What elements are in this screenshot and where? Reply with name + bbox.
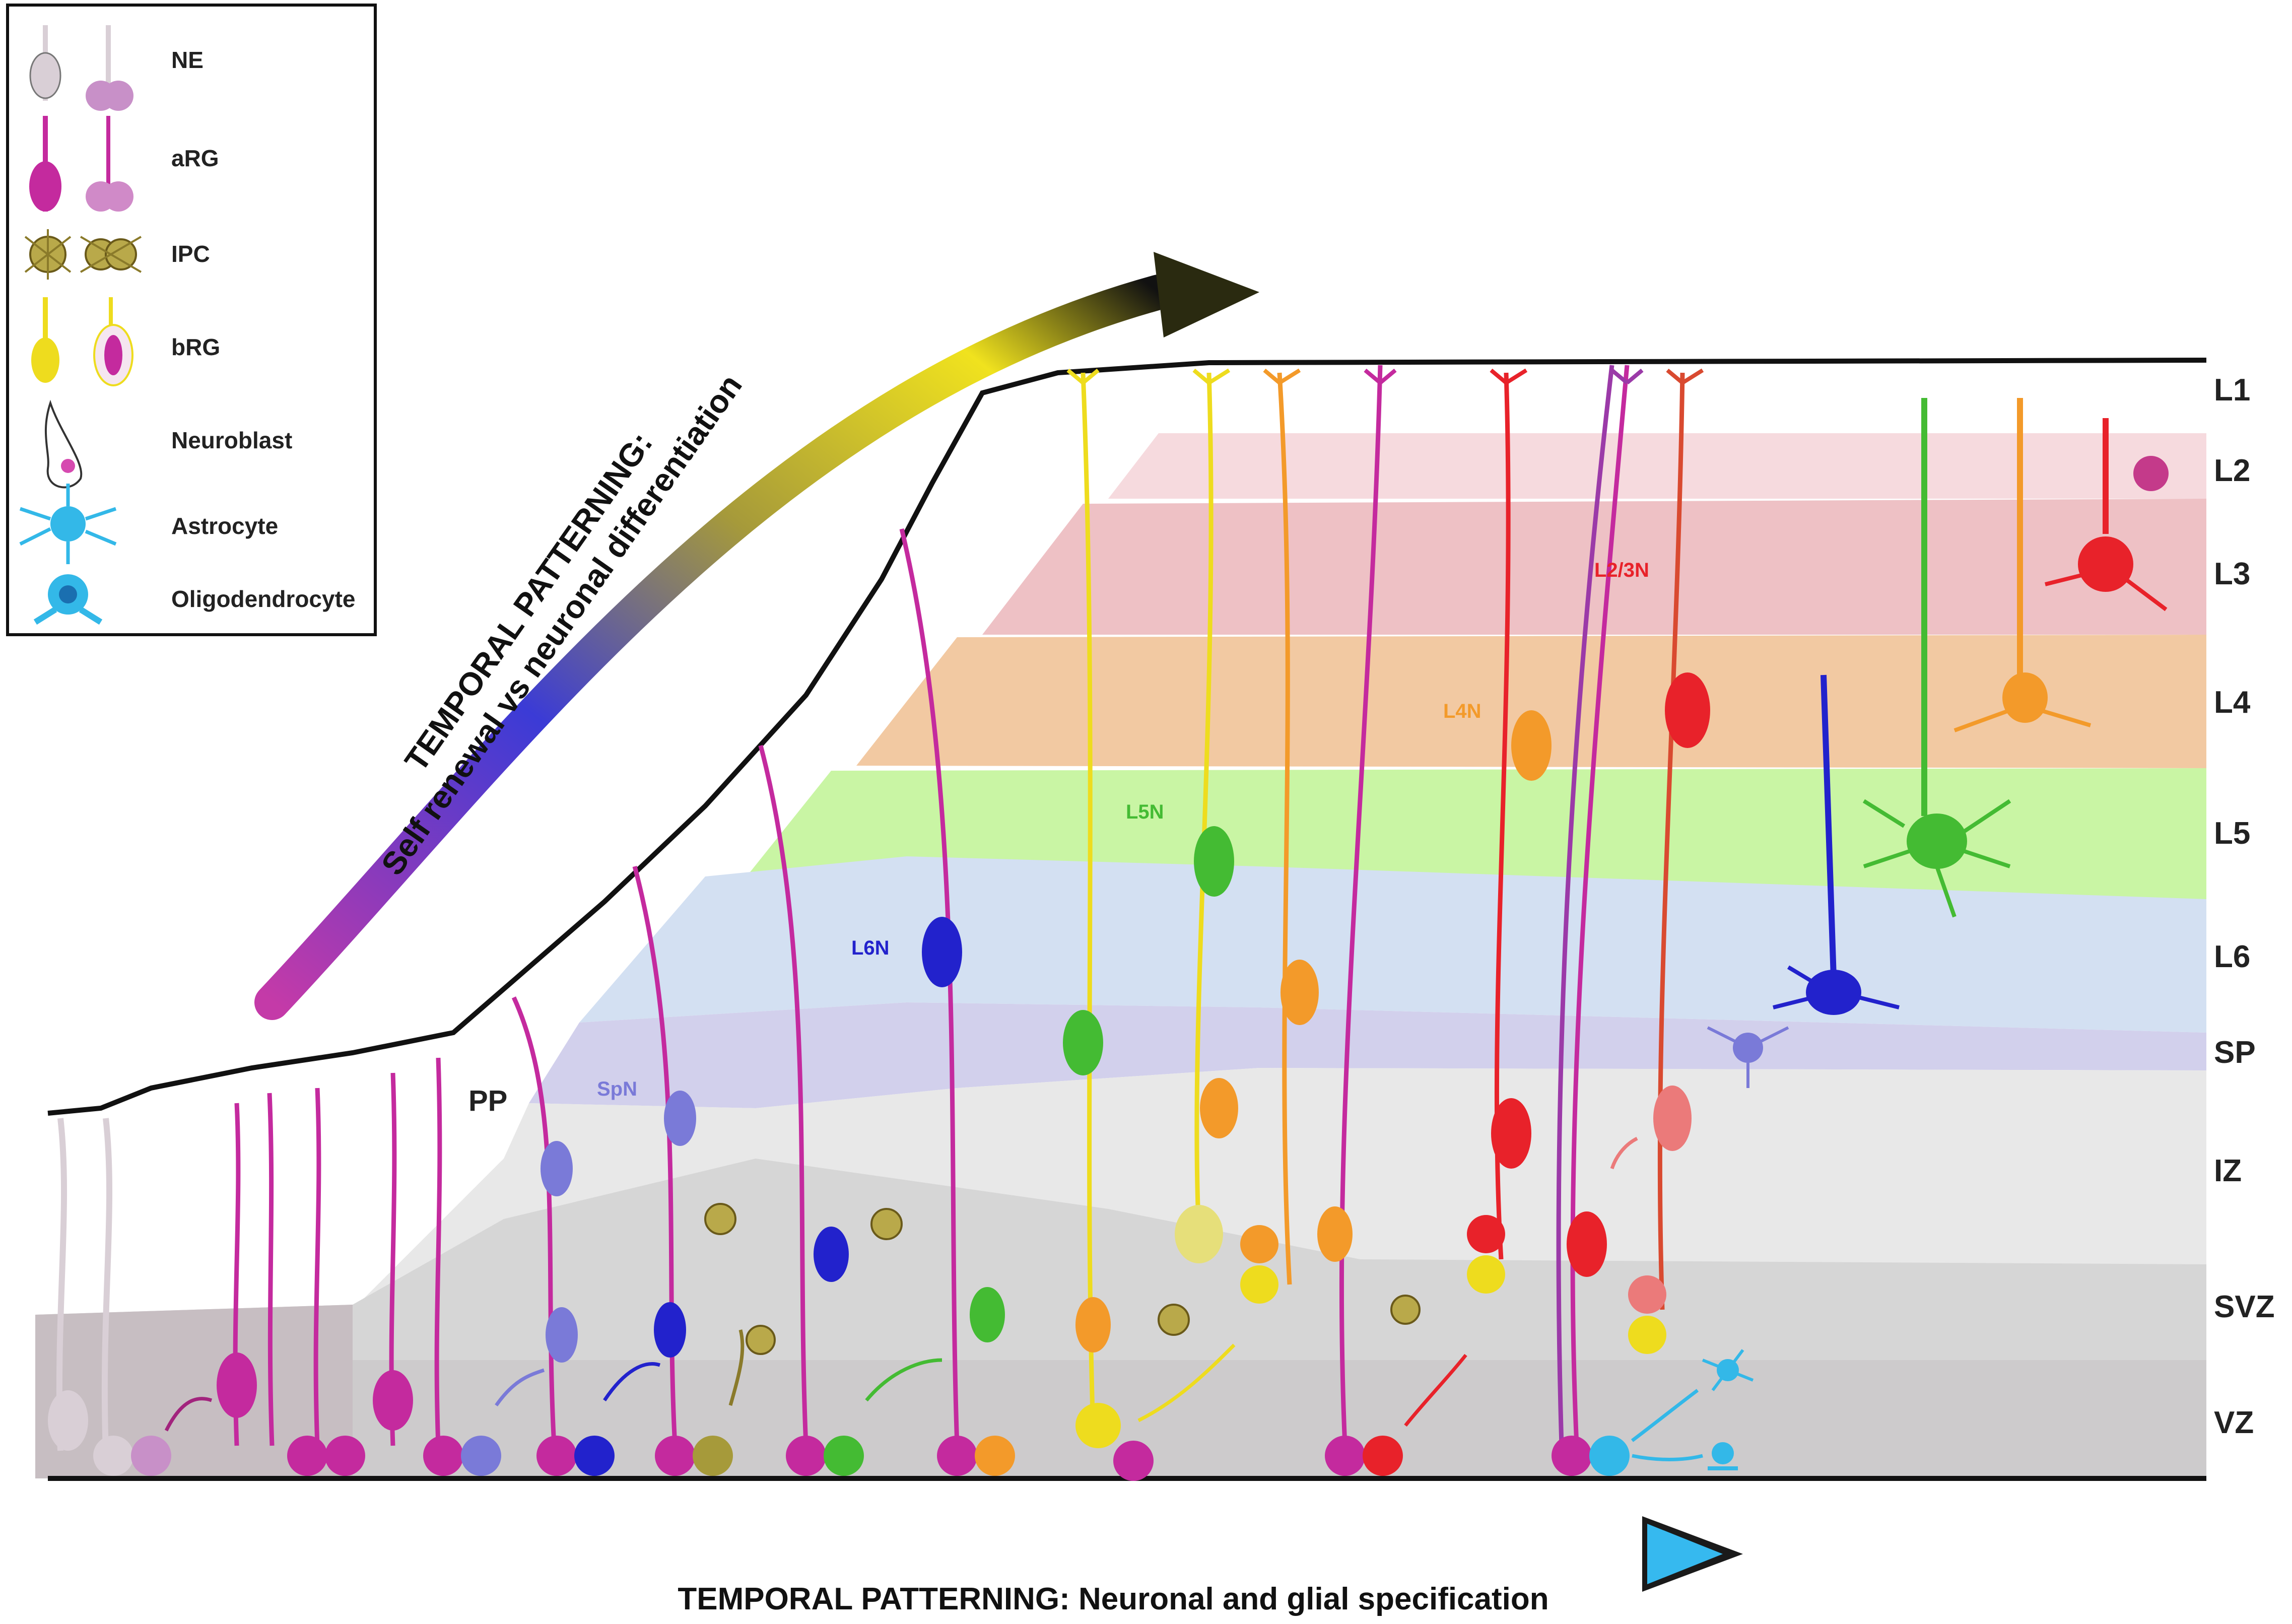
layer-labels: L1 L2 L3 L4 L5 L6 SP IZ SVZ VZ: [2214, 373, 2275, 1440]
pial-surface-line: [47, 358, 2207, 1116]
band-l4: [856, 635, 2206, 768]
band-l2: [1108, 433, 2206, 499]
layer-label-l4: L4: [2214, 685, 2251, 720]
layer-label-l3: L3: [2214, 557, 2250, 591]
intermediate-progenitor-icon: [24, 229, 142, 280]
legend-icons: [19, 25, 142, 625]
layer-label-l2: L2: [2214, 453, 2250, 488]
layer-label-svz: SVZ: [2214, 1290, 2275, 1324]
layer-label-vz: VZ: [2214, 1405, 2254, 1440]
layer-label-l1: L1: [2214, 373, 2250, 408]
legend-labels: NE aRG IPC bRG Neuroblast Astrocyte Olig…: [171, 47, 355, 612]
top-arrow-subtitle: Self renewal vs neuronal differentiation: [374, 368, 749, 882]
legend-label-ipc: IPC: [171, 241, 210, 267]
label-l6n: L6N: [851, 937, 890, 959]
layer-label-sp: SP: [2214, 1035, 2256, 1070]
top-arrow-text: TEMPORAL PATTERNING: Self renewal vs neu…: [374, 368, 749, 882]
ipc-cells: [704, 1203, 1421, 1355]
radial-glia-fibers: [233, 365, 1630, 1446]
neuroblast-icon: [44, 399, 83, 489]
legend-label-brg: bRG: [171, 334, 220, 360]
legend-label-neuroblast: Neuroblast: [171, 427, 292, 453]
ventricular-progenitors: [48, 1215, 1666, 1481]
neuroepithelial-cell-icon: [29, 25, 133, 111]
glial-cells: [1702, 1349, 1754, 1470]
layer-label-l5: L5: [2214, 816, 2250, 851]
legend-label-astrocyte: Astrocyte: [171, 513, 278, 539]
band-svz: [35, 1159, 2206, 1365]
legend-label-oligodendrocyte: Oligodendrocyte: [171, 586, 355, 612]
bottom-temporal-arrow: [563, 1516, 1743, 1592]
layer-label-iz: IZ: [2214, 1154, 2242, 1188]
migrating-neurons: [541, 672, 1710, 1363]
label-l23n: L2/3N: [1594, 559, 1649, 581]
label-pp: PP: [468, 1085, 507, 1117]
basal-radial-glia-icon: [31, 297, 133, 386]
population-labels: PP SpN L6N L5N L4N L2/3N: [468, 559, 1649, 1117]
astrocyte-icon: [19, 484, 117, 564]
band-l6: [579, 856, 2206, 1033]
label-l5n: L5N: [1126, 801, 1164, 823]
bottom-arrow-text: TEMPORAL PATTERNING: Neuronal and glial …: [678, 1582, 1548, 1616]
apical-radial-glia-icon: [29, 116, 133, 212]
label-l4n: L4N: [1443, 700, 1481, 722]
top-temporal-arrow: [254, 252, 1259, 1020]
oligodendrocyte-icon: [33, 574, 103, 625]
label-spn: SpN: [597, 1078, 637, 1100]
legend-label-ne: NE: [171, 47, 204, 73]
legend-label-arg: aRG: [171, 145, 219, 171]
pial-endfeet: [1066, 368, 1704, 385]
mature-neurons: [1707, 398, 2169, 1088]
lineage-arrows: [164, 1136, 1703, 1461]
layer-label-l6: L6: [2214, 939, 2250, 974]
